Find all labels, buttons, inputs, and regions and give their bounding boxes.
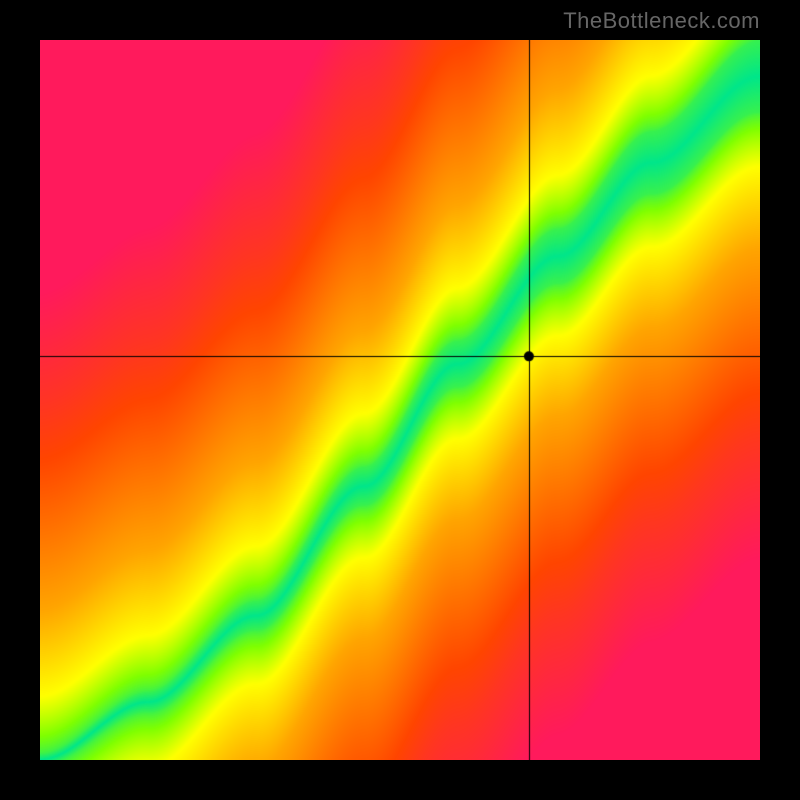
heatmap-canvas [40, 40, 760, 760]
watermark-text: TheBottleneck.com [563, 8, 760, 34]
bottleneck-heatmap [40, 40, 760, 760]
